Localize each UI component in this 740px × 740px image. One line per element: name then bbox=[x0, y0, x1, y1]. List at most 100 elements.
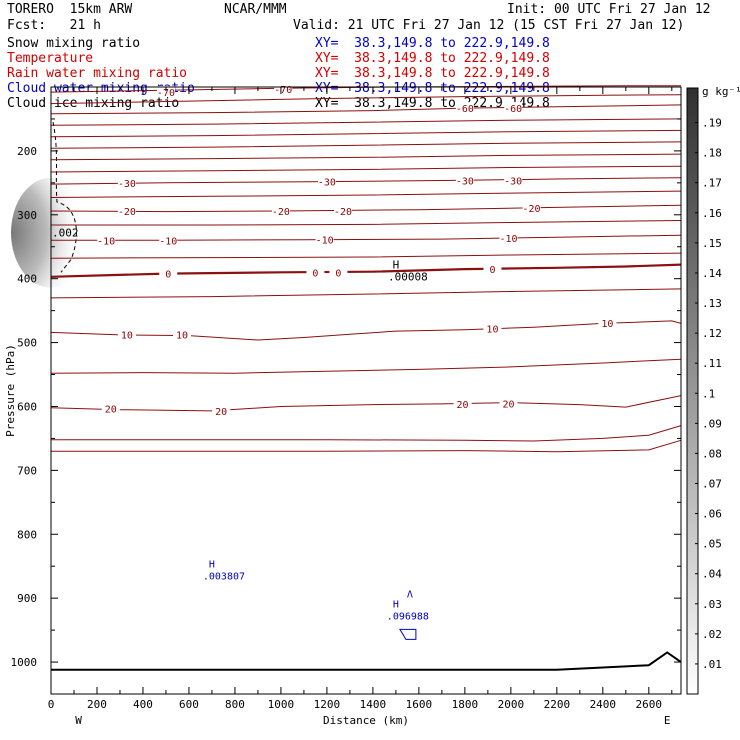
colorbar-tick-label: .04 bbox=[702, 568, 722, 581]
y-tick-label: 600 bbox=[17, 400, 37, 413]
temperature-contour-label: -60 bbox=[504, 104, 522, 115]
colorbar-tick-label: .13 bbox=[702, 297, 722, 310]
colorbar-unit: g kg⁻¹ bbox=[702, 85, 740, 98]
plot-frame bbox=[50, 86, 682, 695]
temperature-contour--50 bbox=[50, 129, 682, 138]
contour-label-bg bbox=[117, 204, 136, 216]
temperature-contour--65 bbox=[50, 94, 682, 105]
y-tick-label: 800 bbox=[17, 528, 37, 541]
cloud-water-max-label: .096988 bbox=[387, 611, 429, 622]
x-end-label-west: W bbox=[75, 714, 82, 727]
colorbar-tick-label: .15 bbox=[702, 237, 722, 250]
temperature-contour--5 bbox=[50, 252, 682, 259]
x-tick-label: 200 bbox=[87, 698, 107, 711]
colorbar-tick-label: .16 bbox=[702, 207, 722, 220]
colorbar-gradient bbox=[686, 87, 699, 695]
valid-time: Valid: 21 UTC Fri 27 Jan 12 (15 CST Fri … bbox=[293, 18, 685, 33]
temperature-contour-label: -10 bbox=[500, 234, 518, 245]
x-tick-label: 600 bbox=[179, 698, 199, 711]
colorbar-tick-label: .09 bbox=[702, 417, 722, 430]
contour-label-bg bbox=[334, 204, 353, 216]
temperature-contour--55 bbox=[50, 118, 682, 126]
temperature-contour--15 bbox=[51, 220, 682, 226]
temperature-contour-30 bbox=[51, 439, 682, 453]
colorbar-tick-label: .03 bbox=[702, 598, 722, 611]
x-tick-label: 1400 bbox=[360, 698, 387, 711]
x-axis-label: Distance (km) bbox=[323, 714, 409, 727]
colorbar-tick-label: .14 bbox=[702, 267, 722, 280]
colorbar-tick-label: .02 bbox=[702, 628, 722, 641]
temperature-contour-label: 0 bbox=[489, 265, 495, 276]
colorbar-tick-label: .18 bbox=[702, 147, 722, 160]
temperature-contour-label: 10 bbox=[601, 319, 613, 330]
temperature-contour-label: 20 bbox=[503, 399, 515, 410]
axes: 0 200 400 600 800 1000 1200 1400 1600 1800 2000 220… bbox=[4, 86, 682, 727]
contour-label-bg bbox=[499, 397, 518, 409]
colorbar: .01 .02 .03 .04 .05 .06 .07 .08 .09 .1 .11 .12 .13 .1… bbox=[686, 85, 740, 695]
temperature-contour-label: 10 bbox=[486, 325, 498, 336]
temperature-contour--25 bbox=[50, 190, 682, 198]
contour-label-bg bbox=[315, 233, 334, 245]
terrain-line bbox=[51, 651, 682, 671]
contour-label-bg bbox=[598, 316, 617, 328]
snow-contour bbox=[52, 122, 77, 273]
temperature-contour-label: 20 bbox=[215, 407, 227, 418]
contour-label-bg bbox=[173, 328, 192, 340]
contour-label-bg bbox=[212, 404, 231, 416]
center-title: NCAR/MMM bbox=[224, 2, 287, 17]
contour-label-bg bbox=[483, 322, 502, 334]
contour-label-bg bbox=[97, 234, 116, 246]
colorbar-tick-label: .08 bbox=[702, 447, 722, 460]
contour-label-bg bbox=[504, 102, 523, 114]
temperature-contour-label: -20 bbox=[523, 204, 541, 215]
y-tick-label: 1000 bbox=[11, 656, 38, 669]
temperature-contour-label: -30 bbox=[504, 176, 522, 187]
temperature-contour-10 bbox=[50, 320, 682, 341]
contour-label-bg bbox=[453, 397, 472, 409]
temperature-contour-label: -10 bbox=[159, 236, 177, 247]
plot-area: -70 -70 -60 -60 -30 -30 -30 -30 -20 -20 -20 -20 -10 -… bbox=[11, 82, 682, 671]
temperature-contour--60 bbox=[50, 104, 682, 115]
contour-label-bg bbox=[455, 174, 474, 186]
colorbar-tick-label: .19 bbox=[702, 117, 722, 130]
x-tick-label: 1000 bbox=[268, 698, 295, 711]
temperature-contour-label: 20 bbox=[105, 404, 117, 415]
temperature-contour--40 bbox=[50, 153, 682, 161]
y-tick-label: 200 bbox=[17, 145, 37, 158]
colorbar-tick-label: .07 bbox=[702, 477, 722, 490]
temperature-contour-label: -70 bbox=[157, 88, 175, 99]
x-tick-label: 800 bbox=[225, 698, 245, 711]
temperature-contour-label: 0 bbox=[165, 270, 171, 281]
temperature-contour--35 bbox=[50, 165, 682, 173]
x-tick-label: 2000 bbox=[498, 698, 525, 711]
temperature-contour-label: -30 bbox=[318, 178, 336, 189]
contour-label-bg bbox=[499, 231, 518, 243]
x-tick-label: 400 bbox=[133, 698, 153, 711]
temperature-contour-5 bbox=[50, 288, 682, 299]
cloud-water-high-marker: H bbox=[393, 599, 399, 610]
temperature-contour-label: -20 bbox=[118, 207, 136, 218]
temperature-contour--45 bbox=[50, 141, 682, 149]
contour-label-bg bbox=[159, 234, 178, 246]
legend-xy-snow: XY= 38.3,149.8 to 222.9,149.8 bbox=[315, 36, 550, 51]
colorbar-tick-label: .1 bbox=[702, 387, 715, 400]
temperature-contour-label: -70 bbox=[274, 85, 292, 96]
model-title: TORERO 15km ARW bbox=[7, 2, 133, 17]
temperature-contour-label: 10 bbox=[176, 330, 188, 341]
temperature-contour-label: -30 bbox=[456, 176, 474, 187]
y-tick-label: 300 bbox=[17, 209, 37, 222]
temperature-contour--10 bbox=[51, 234, 682, 241]
colorbar-tick-label: .05 bbox=[702, 538, 722, 551]
contour-label-bg bbox=[455, 102, 474, 114]
temperature-contour-label: -10 bbox=[97, 236, 115, 247]
y-tick-label: 400 bbox=[17, 273, 37, 286]
x-end-label-east: E bbox=[664, 714, 671, 727]
contour-label-bg bbox=[483, 263, 502, 275]
contour-label-bg bbox=[329, 266, 348, 278]
contour-label-bg bbox=[101, 402, 120, 414]
cloud-water-caret: Λ bbox=[407, 589, 413, 600]
temperature-contour-20 bbox=[50, 395, 682, 412]
x-tick-label: 0 bbox=[48, 698, 55, 711]
cloud-water-high-marker: H bbox=[209, 560, 215, 571]
temperature-contour--20 bbox=[50, 204, 682, 213]
